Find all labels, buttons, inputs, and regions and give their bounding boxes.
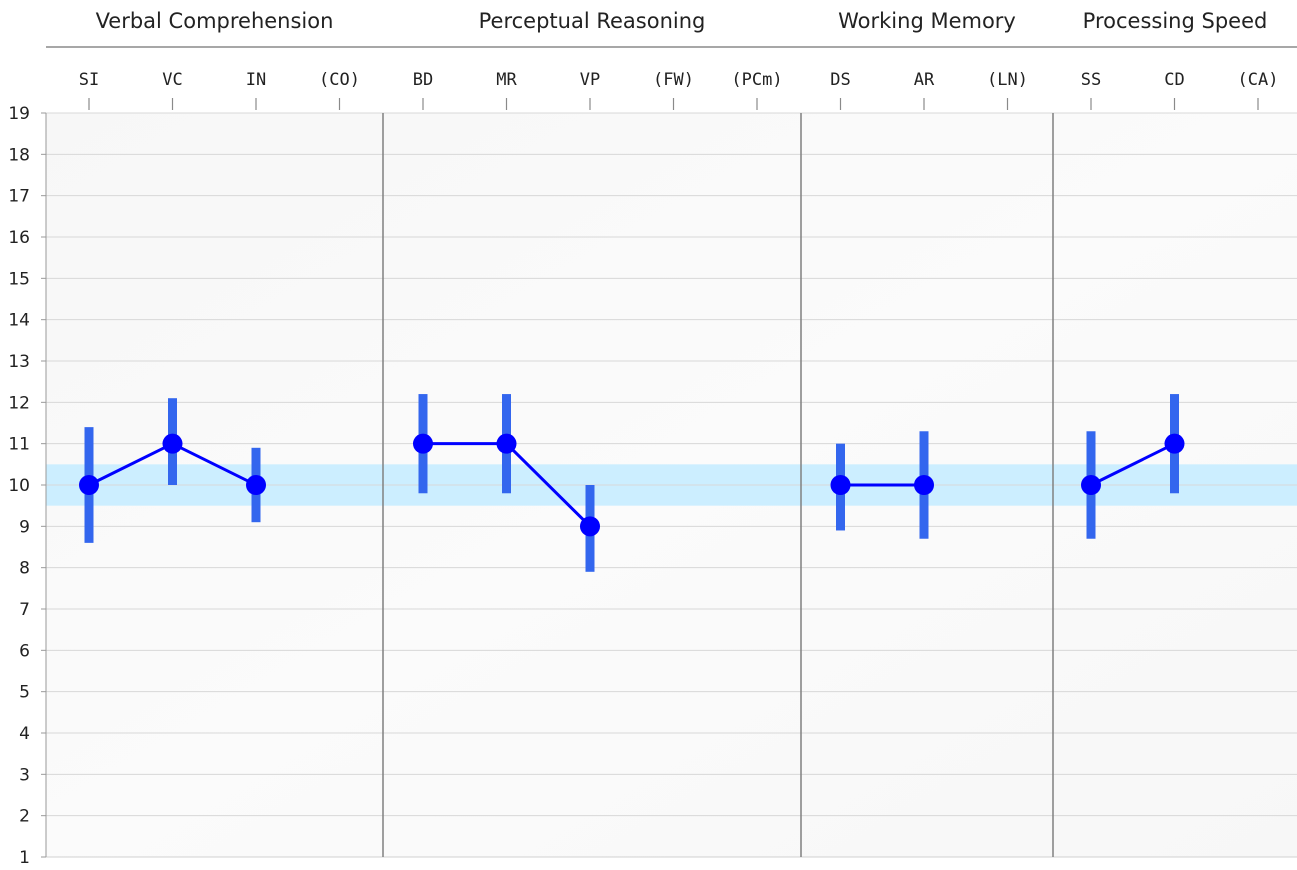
- y-tick-label: 8: [19, 559, 30, 579]
- subtest-label: (LN): [987, 70, 1028, 90]
- subtest-label: BD: [413, 70, 433, 90]
- y-tick-label: 12: [8, 393, 30, 413]
- group-label: Verbal Comprehension: [96, 9, 334, 33]
- subtest-label: AR: [914, 70, 935, 90]
- y-tick-label: 14: [8, 311, 30, 331]
- group-dividers-layer: [382, 113, 1054, 857]
- subtest-label: (CA): [1238, 70, 1279, 90]
- series-line: [1090, 442, 1176, 487]
- score-point: [246, 475, 266, 495]
- group-label: Perceptual Reasoning: [479, 9, 706, 33]
- group-label: Working Memory: [838, 9, 1016, 33]
- subtest-label: SS: [1081, 70, 1101, 90]
- score-point: [413, 433, 433, 454]
- y-tick-label: 1: [19, 848, 30, 868]
- subtest-label: DS: [830, 70, 850, 90]
- header-layer: Verbal Comprehension Perceptual Reasoning…: [46, 9, 1297, 110]
- subtest-label: SI: [79, 70, 99, 90]
- y-tick-label: 19: [8, 104, 30, 124]
- score-point: [162, 433, 183, 454]
- subtest-label: (CO): [319, 70, 360, 90]
- y-tick-label: 9: [19, 517, 30, 537]
- subtest-label: MR: [496, 70, 517, 90]
- score-point: [830, 475, 851, 495]
- score-point: [79, 475, 99, 495]
- y-tick-label: 2: [19, 807, 30, 827]
- score-point: [1164, 433, 1185, 454]
- subtest-label: VC: [162, 70, 182, 90]
- score-point: [914, 475, 934, 495]
- subtest-label: IN: [246, 70, 266, 90]
- y-tick-label: 3: [19, 765, 30, 785]
- y-tick-label: 13: [8, 352, 30, 372]
- subtest-label: VP: [580, 70, 600, 90]
- y-tick-label: 15: [8, 269, 30, 289]
- score-point: [580, 516, 600, 537]
- subtest-label: (FW): [653, 70, 694, 90]
- subtest-label: (PCm): [731, 70, 782, 90]
- points-layer: [79, 433, 1185, 537]
- y-tick-label: 17: [8, 187, 30, 207]
- score-point: [1081, 475, 1101, 495]
- y-tick-label: 18: [8, 145, 30, 165]
- score-point: [496, 433, 517, 454]
- y-tick-label: 4: [19, 724, 30, 744]
- y-tick-label: 11: [8, 435, 30, 455]
- subtest-label: CD: [1164, 70, 1184, 90]
- y-tick-label: 16: [8, 228, 30, 248]
- y-tick-label: 10: [8, 476, 30, 496]
- y-tick-label: 5: [19, 683, 30, 703]
- y-tick-label: 7: [19, 600, 30, 620]
- group-label: Processing Speed: [1083, 9, 1268, 33]
- y-tick-label: 6: [19, 641, 30, 661]
